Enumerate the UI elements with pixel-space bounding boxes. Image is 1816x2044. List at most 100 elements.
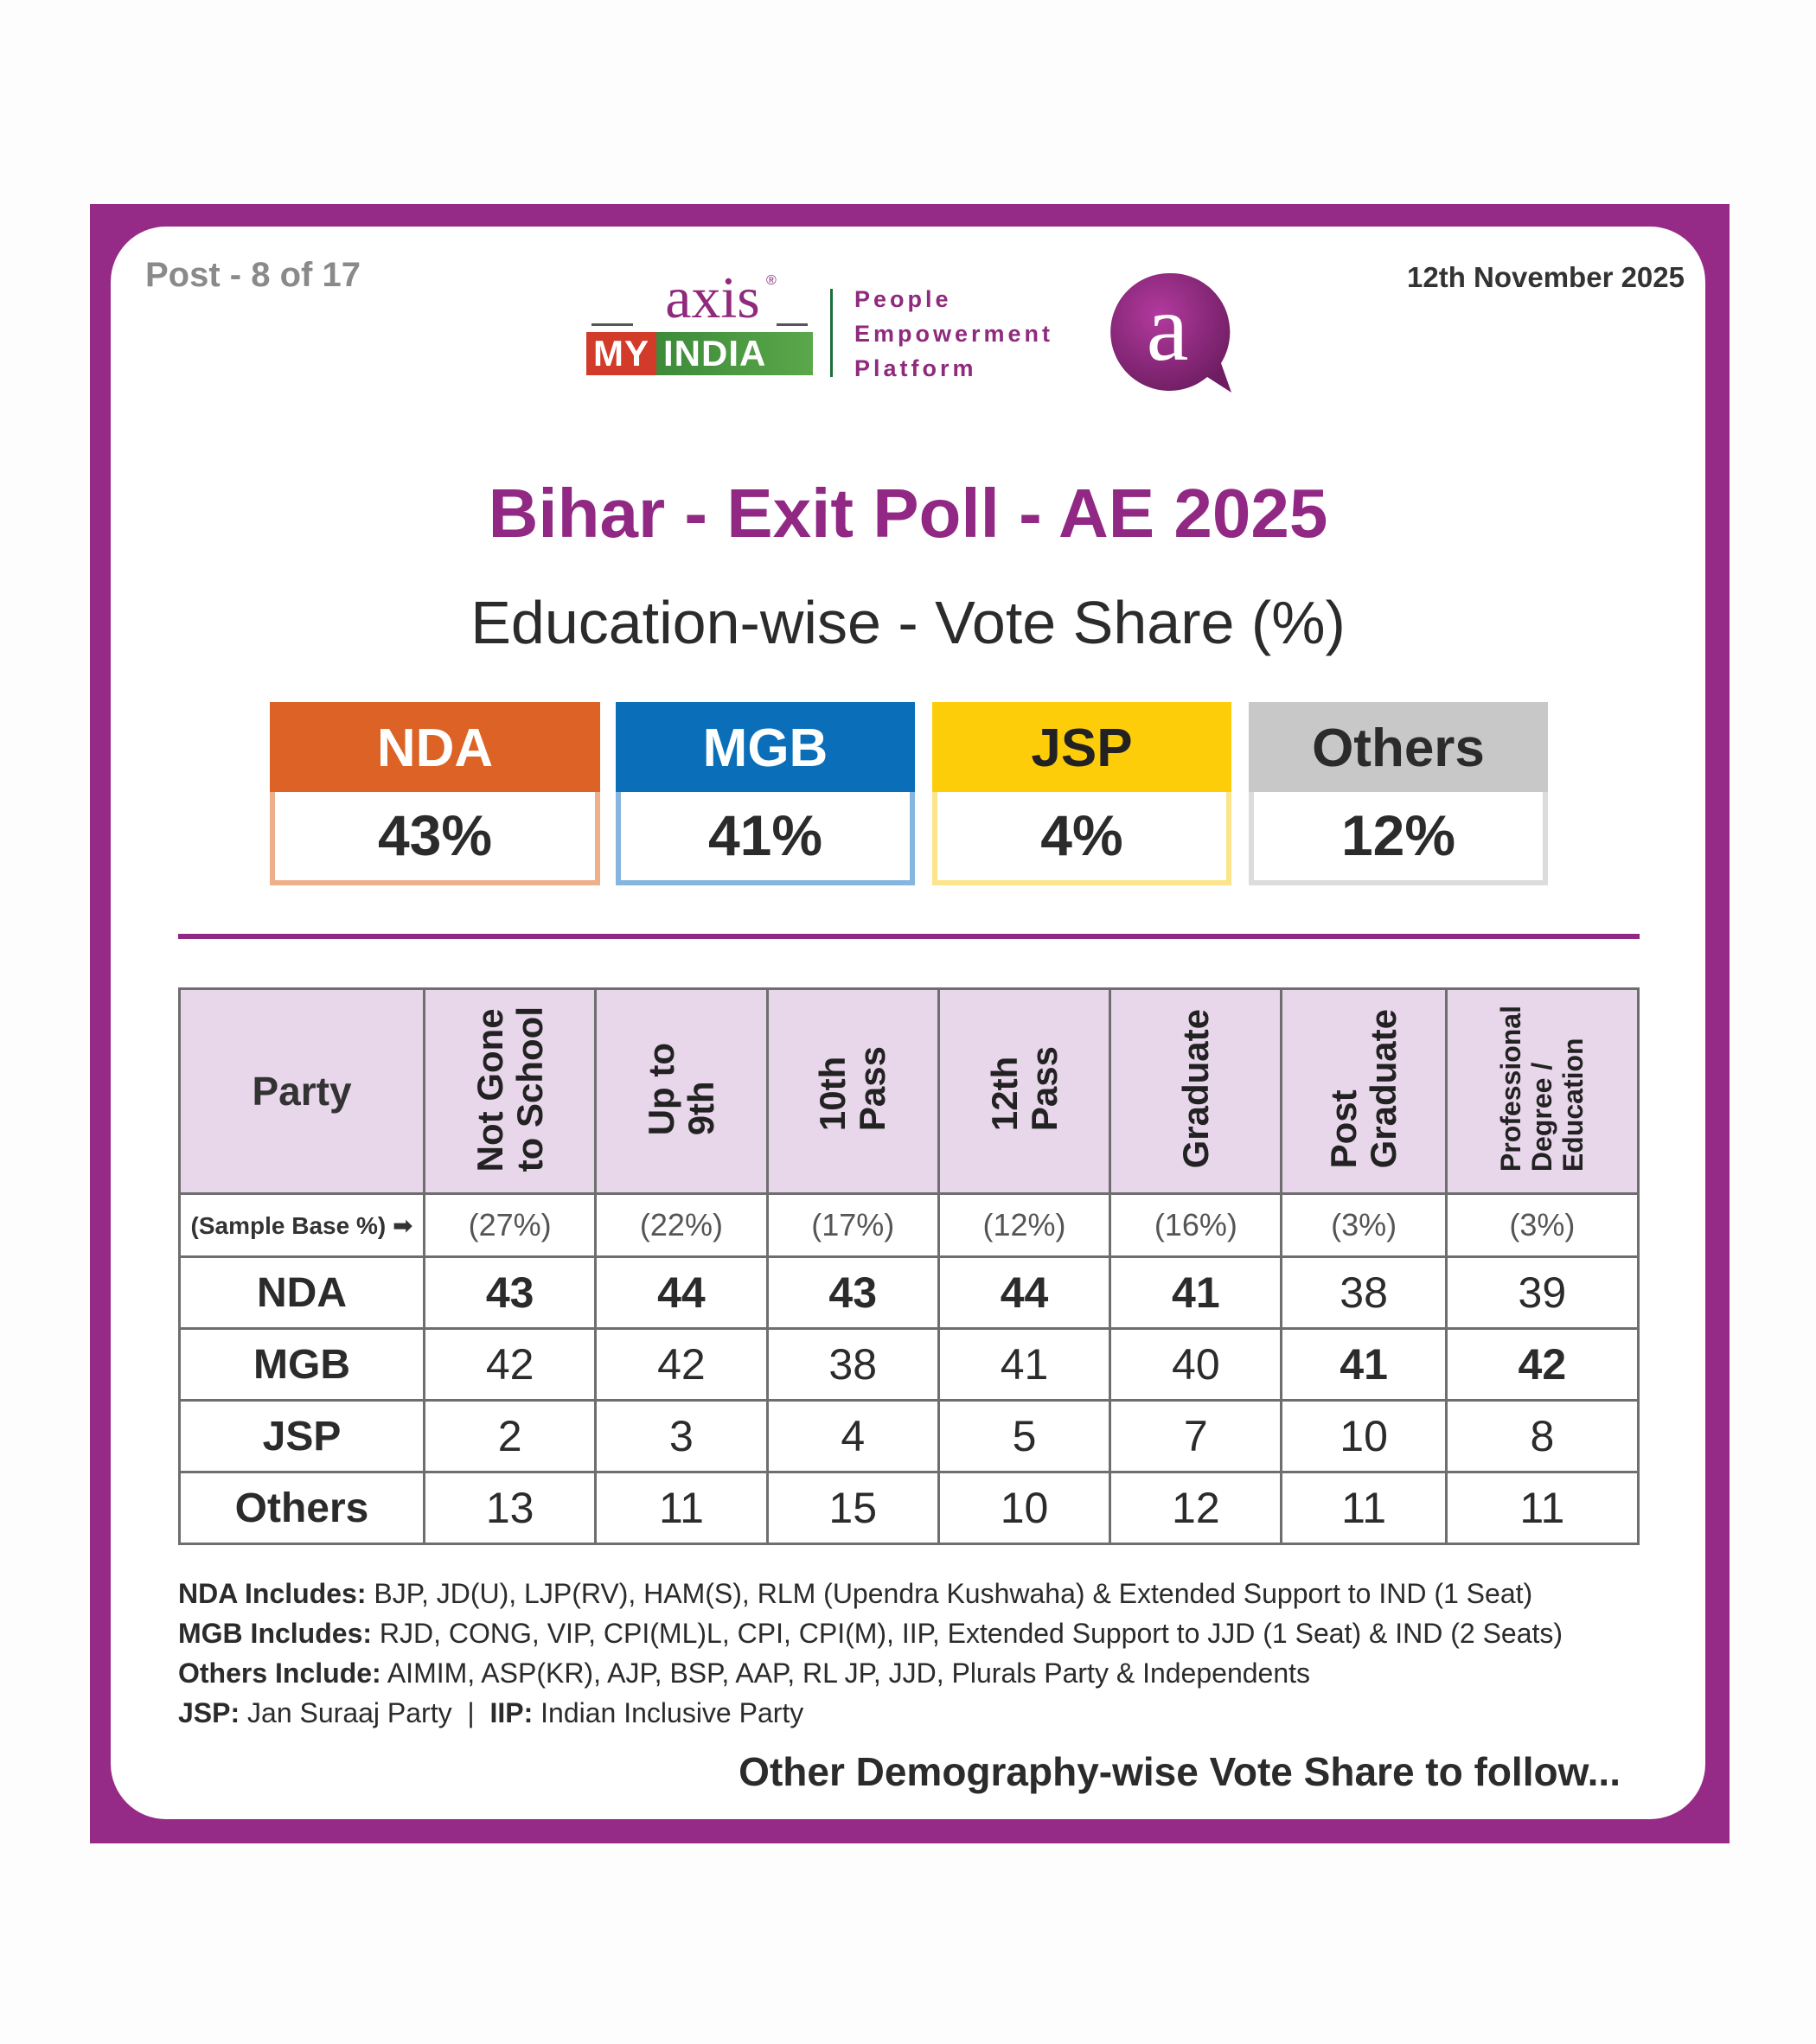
bubble-letter: a (1147, 275, 1189, 380)
axis-my-india-logo: axis ® MY INDIA People Empowerment Platf… (585, 268, 1242, 398)
value-cell: 42 (594, 1327, 769, 1402)
sample-base-cell: (16%) (1109, 1192, 1283, 1258)
value-cell: 11 (1444, 1471, 1640, 1545)
sample-base-cell: (27%) (422, 1192, 598, 1258)
value-cell: 41 (1280, 1327, 1448, 1402)
note-label: JSP: (178, 1697, 240, 1728)
value-cell: 41 (1109, 1255, 1283, 1330)
row-party-label: MGB (178, 1327, 425, 1402)
summary-value: 4% (932, 792, 1231, 885)
speech-bubble-logo-icon: a (1110, 272, 1231, 393)
summary-party: MGB (616, 702, 915, 792)
vote-share-table: Party Not Gone to School Up to 9th 10th … (178, 987, 1640, 1545)
value-cell: 10 (937, 1471, 1112, 1545)
logo-rule-left (591, 323, 633, 326)
note-line: JSP: Jan Suraaj Party | IIP: Indian Incl… (178, 1693, 1563, 1733)
note-text: BJP, JD(U), LJP(RV), HAM(S), RLM (Upendr… (366, 1578, 1533, 1609)
note-label: Others Include: (178, 1658, 381, 1689)
note-text: Indian Inclusive Party (533, 1697, 804, 1728)
value-cell: 38 (765, 1327, 940, 1402)
note-line: MGB Includes: RJD, CONG, VIP, CPI(ML)L, … (178, 1613, 1563, 1653)
logo-divider (830, 289, 833, 377)
tagline-line: Empowerment (854, 321, 1054, 347)
value-cell: 40 (1109, 1327, 1283, 1402)
note-text: AIMIM, ASP(KR), AJP, BSP, AAP, RL JP, JJ… (380, 1658, 1311, 1689)
value-cell: 10 (1280, 1399, 1448, 1473)
column-header-label: Professional Degree / Education (1495, 1006, 1589, 1172)
value-cell: 8 (1444, 1399, 1640, 1473)
logo-rule-right (777, 323, 808, 326)
sample-base-cell: (3%) (1444, 1192, 1640, 1258)
column-header-label: 10th Pass (812, 1046, 893, 1132)
value-cell: 39 (1444, 1255, 1640, 1330)
logo-tagline: People Empowerment Platform (854, 282, 1053, 386)
value-cell: 43 (422, 1255, 598, 1330)
tagline-line: Platform (854, 355, 977, 381)
column-header: 10th Pass (765, 987, 940, 1195)
value-cell: 15 (765, 1471, 940, 1545)
value-cell: 11 (594, 1471, 769, 1545)
summary-party: Others (1249, 702, 1548, 792)
post-counter: Post - 8 of 17 (145, 256, 361, 294)
sample-base-label: (Sample Base %) ➡ (178, 1192, 425, 1258)
column-header-label: Up to 9th (640, 1042, 721, 1136)
sample-base-cell: (22%) (594, 1192, 769, 1258)
column-header: Professional Degree / Education (1444, 987, 1640, 1195)
note-text: Jan Suraaj Party (240, 1697, 468, 1728)
value-cell: 44 (937, 1255, 1112, 1330)
value-cell: 13 (422, 1471, 598, 1545)
summary-box-others: Others 12% (1249, 702, 1548, 885)
table-row: Others 13 11 15 10 12 11 11 (178, 1471, 1640, 1545)
note-label: NDA Includes: (178, 1578, 367, 1609)
footer-teaser: Other Demography-wise Vote Share to foll… (739, 1749, 1621, 1794)
summary-party: NDA (270, 702, 600, 792)
value-cell: 44 (594, 1255, 769, 1330)
value-cell: 43 (765, 1255, 940, 1330)
summary-party: JSP (932, 702, 1231, 792)
column-header-label: Graduate (1174, 1009, 1216, 1169)
table-row: JSP 2 3 4 5 7 10 8 (178, 1399, 1640, 1473)
value-cell: 7 (1109, 1399, 1283, 1473)
footnotes: NDA Includes: BJP, JD(U), LJP(RV), HAM(S… (178, 1574, 1563, 1733)
table-header-row: Party Not Gone to School Up to 9th 10th … (178, 987, 1640, 1195)
row-party-label: NDA (178, 1255, 425, 1330)
note-line: Others Include: AIMIM, ASP(KR), AJP, BSP… (178, 1653, 1563, 1693)
summary-value: 43% (270, 792, 600, 885)
logo-registered-mark: ® (766, 273, 777, 288)
value-cell: 42 (422, 1327, 598, 1402)
table-row: NDA 43 44 43 44 41 38 39 (178, 1255, 1640, 1330)
table-row: MGB 42 42 38 41 40 41 42 (178, 1327, 1640, 1402)
value-cell: 3 (594, 1399, 769, 1473)
sample-base-cell: (3%) (1280, 1192, 1448, 1258)
page-subtitle: Education-wise - Vote Share (%) (470, 589, 1346, 656)
value-cell: 12 (1109, 1471, 1283, 1545)
value-cell: 41 (937, 1327, 1112, 1402)
note-label: IIP: (474, 1697, 534, 1728)
summary-box-nda: NDA 43% (270, 702, 600, 885)
value-cell: 2 (422, 1399, 598, 1473)
column-header: Post Graduate (1280, 987, 1448, 1195)
value-cell: 5 (937, 1399, 1112, 1473)
column-header: Graduate (1109, 987, 1283, 1195)
logo-my: MY (586, 332, 656, 375)
row-party-label: JSP (178, 1399, 425, 1473)
section-divider (178, 934, 1640, 939)
summary-boxes: NDA 43% MGB 41% JSP 4% Others 12% (0, 702, 1816, 885)
sample-base-row: (Sample Base %) ➡ (27%) (22%) (17%) (12%… (178, 1192, 1640, 1258)
logo-axis-word: axis (665, 265, 760, 330)
sample-base-cell: (17%) (765, 1192, 940, 1258)
sample-base-cell: (12%) (937, 1192, 1112, 1258)
party-column-header: Party (178, 987, 425, 1195)
summary-value: 41% (616, 792, 915, 885)
column-header-label: Post Graduate (1323, 1009, 1404, 1169)
column-header-label: Not Gone to School (469, 1006, 550, 1172)
summary-value: 12% (1249, 792, 1548, 885)
note-separator: | (467, 1697, 475, 1728)
page-title: Bihar - Exit Poll - AE 2025 (488, 475, 1328, 552)
date-label: 12th November 2025 (1407, 261, 1685, 293)
column-header: 12th Pass (937, 987, 1112, 1195)
summary-box-jsp: JSP 4% (932, 702, 1231, 885)
row-party-label: Others (178, 1471, 425, 1545)
value-cell: 4 (765, 1399, 940, 1473)
column-header: Not Gone to School (422, 987, 598, 1195)
